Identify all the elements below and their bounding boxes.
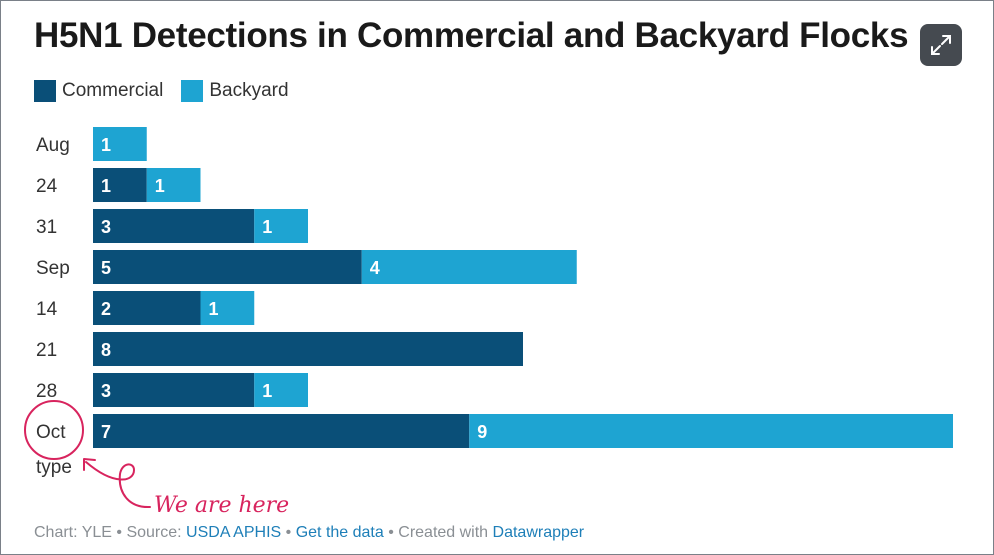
caption-prefix: Chart: YLE • Source:	[34, 524, 187, 541]
data-label-commercial-31: 3	[101, 217, 111, 237]
legend: Commercial Backyard	[34, 80, 289, 102]
bar-backyard-aug[interactable]	[93, 127, 147, 161]
annotation-text: We are here	[154, 493, 289, 518]
annotation-circle	[24, 400, 84, 460]
data-label-commercial-oct: 7	[101, 422, 111, 442]
bar-commercial-21[interactable]	[93, 332, 523, 366]
data-label-commercial-24: 1	[101, 176, 111, 196]
data-label-commercial-sep: 5	[101, 258, 111, 278]
datawrapper-link[interactable]: Datawrapper	[492, 524, 585, 541]
bar-backyard-14[interactable]	[200, 291, 255, 325]
y-tick-label-type: type	[36, 457, 72, 478]
bar-backyard-oct[interactable]	[469, 414, 953, 448]
bar-backyard-31[interactable]	[254, 209, 308, 243]
source-link[interactable]: USDA APHIS	[186, 524, 282, 541]
data-label-backyard-oct: 9	[477, 422, 487, 442]
legend-label-commercial: Commercial	[62, 80, 164, 101]
legend-item-backyard: Backyard	[181, 80, 289, 102]
caption-sep-2: • Created with	[383, 524, 493, 541]
data-label-backyard-28: 1	[262, 381, 272, 401]
data-label-backyard-14: 1	[209, 299, 219, 319]
legend-swatch-commercial	[34, 80, 56, 102]
data-label-commercial-21: 8	[101, 340, 111, 360]
bar-commercial-oct[interactable]	[93, 414, 470, 448]
get-data-link[interactable]: Get the data	[295, 524, 384, 541]
data-label-backyard-31: 1	[262, 217, 272, 237]
data-label-commercial-28: 3	[101, 381, 111, 401]
bar-backyard-sep[interactable]	[361, 250, 577, 284]
expand-arrows-icon	[931, 35, 951, 55]
y-tick-label-31: 31	[36, 217, 57, 238]
chart-title: H5N1 Detections in Commercial and Backya…	[34, 16, 909, 55]
y-tick-label-aug: Aug	[36, 135, 70, 156]
y-tick-label-sep: Sep	[36, 258, 70, 279]
y-tick-label-oct: Oct	[36, 422, 66, 443]
data-label-backyard-aug: 1	[101, 135, 111, 155]
bar-commercial-14[interactable]	[93, 291, 201, 325]
bar-commercial-31[interactable]	[93, 209, 255, 243]
annotation-arrowhead	[83, 458, 96, 471]
y-tick-label-24: 24	[36, 176, 58, 197]
y-tick-label-28: 28	[36, 381, 57, 402]
data-label-backyard-24: 1	[155, 176, 165, 196]
bar-backyard-24[interactable]	[146, 168, 201, 202]
data-label-backyard-sep: 4	[370, 258, 380, 278]
legend-swatch-backyard	[181, 80, 204, 102]
annotation: We are here	[24, 400, 289, 518]
caption-sep-1: •	[281, 524, 296, 541]
bar-commercial-28[interactable]	[93, 373, 255, 407]
legend-item-commercial: Commercial	[34, 80, 163, 102]
annotation-arrow-line	[85, 461, 151, 509]
y-tick-label-21: 21	[36, 340, 57, 361]
bar-commercial-24[interactable]	[93, 168, 147, 202]
y-tick-label-14: 14	[36, 299, 58, 320]
legend-label-backyard: Backyard	[209, 80, 289, 101]
bar-commercial-sep[interactable]	[93, 250, 362, 284]
expand-button[interactable]	[920, 24, 962, 66]
chart-caption: Chart: YLE • Source: USDA APHIS • Get th…	[34, 524, 584, 542]
bar-backyard-28[interactable]	[254, 373, 308, 407]
data-label-commercial-14: 2	[101, 299, 111, 319]
